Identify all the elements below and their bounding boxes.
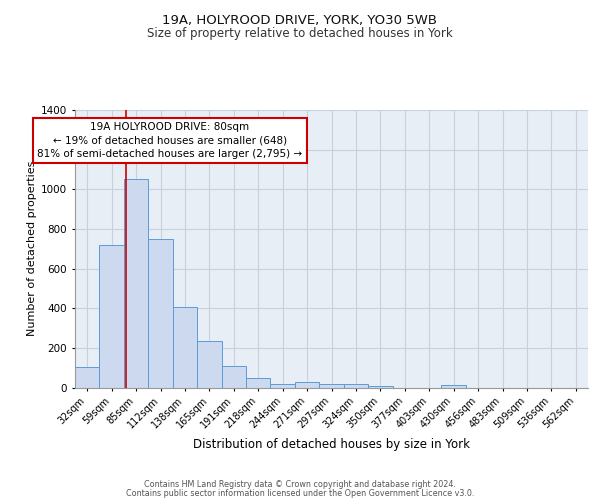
Bar [173,307,197,388]
Bar [368,386,392,388]
Text: Contains HM Land Registry data © Crown copyright and database right 2024.: Contains HM Land Registry data © Crown c… [144,480,456,489]
Bar [319,384,344,388]
X-axis label: Distribution of detached houses by size in York: Distribution of detached houses by size … [193,438,470,452]
Bar [75,366,100,388]
Bar [197,340,221,388]
Bar [246,378,271,388]
Bar [100,245,124,388]
Bar [148,239,173,388]
Bar [442,385,466,388]
Text: 19A HOLYROOD DRIVE: 80sqm
← 19% of detached houses are smaller (648)
81% of semi: 19A HOLYROOD DRIVE: 80sqm ← 19% of detac… [37,122,302,159]
Text: 19A, HOLYROOD DRIVE, YORK, YO30 5WB: 19A, HOLYROOD DRIVE, YORK, YO30 5WB [163,14,437,27]
Text: Contains public sector information licensed under the Open Government Licence v3: Contains public sector information licen… [126,488,474,498]
Bar [124,180,148,388]
Bar [344,384,368,388]
Text: Size of property relative to detached houses in York: Size of property relative to detached ho… [147,28,453,40]
Y-axis label: Number of detached properties: Number of detached properties [27,161,37,336]
Bar [295,382,319,388]
Bar [221,366,246,388]
Bar [271,384,295,388]
